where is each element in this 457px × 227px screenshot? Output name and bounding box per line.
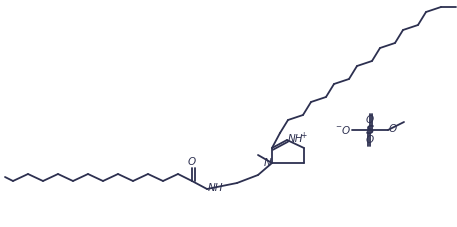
Text: NH: NH	[208, 183, 223, 193]
Text: O: O	[188, 157, 196, 167]
Text: +: +	[300, 131, 306, 141]
Text: O: O	[366, 115, 374, 125]
Text: $^{-}$O: $^{-}$O	[335, 124, 351, 136]
Text: NH: NH	[288, 134, 303, 144]
Text: S: S	[366, 123, 374, 136]
Text: O: O	[389, 124, 397, 134]
Text: N: N	[264, 158, 272, 168]
Text: O: O	[366, 135, 374, 145]
